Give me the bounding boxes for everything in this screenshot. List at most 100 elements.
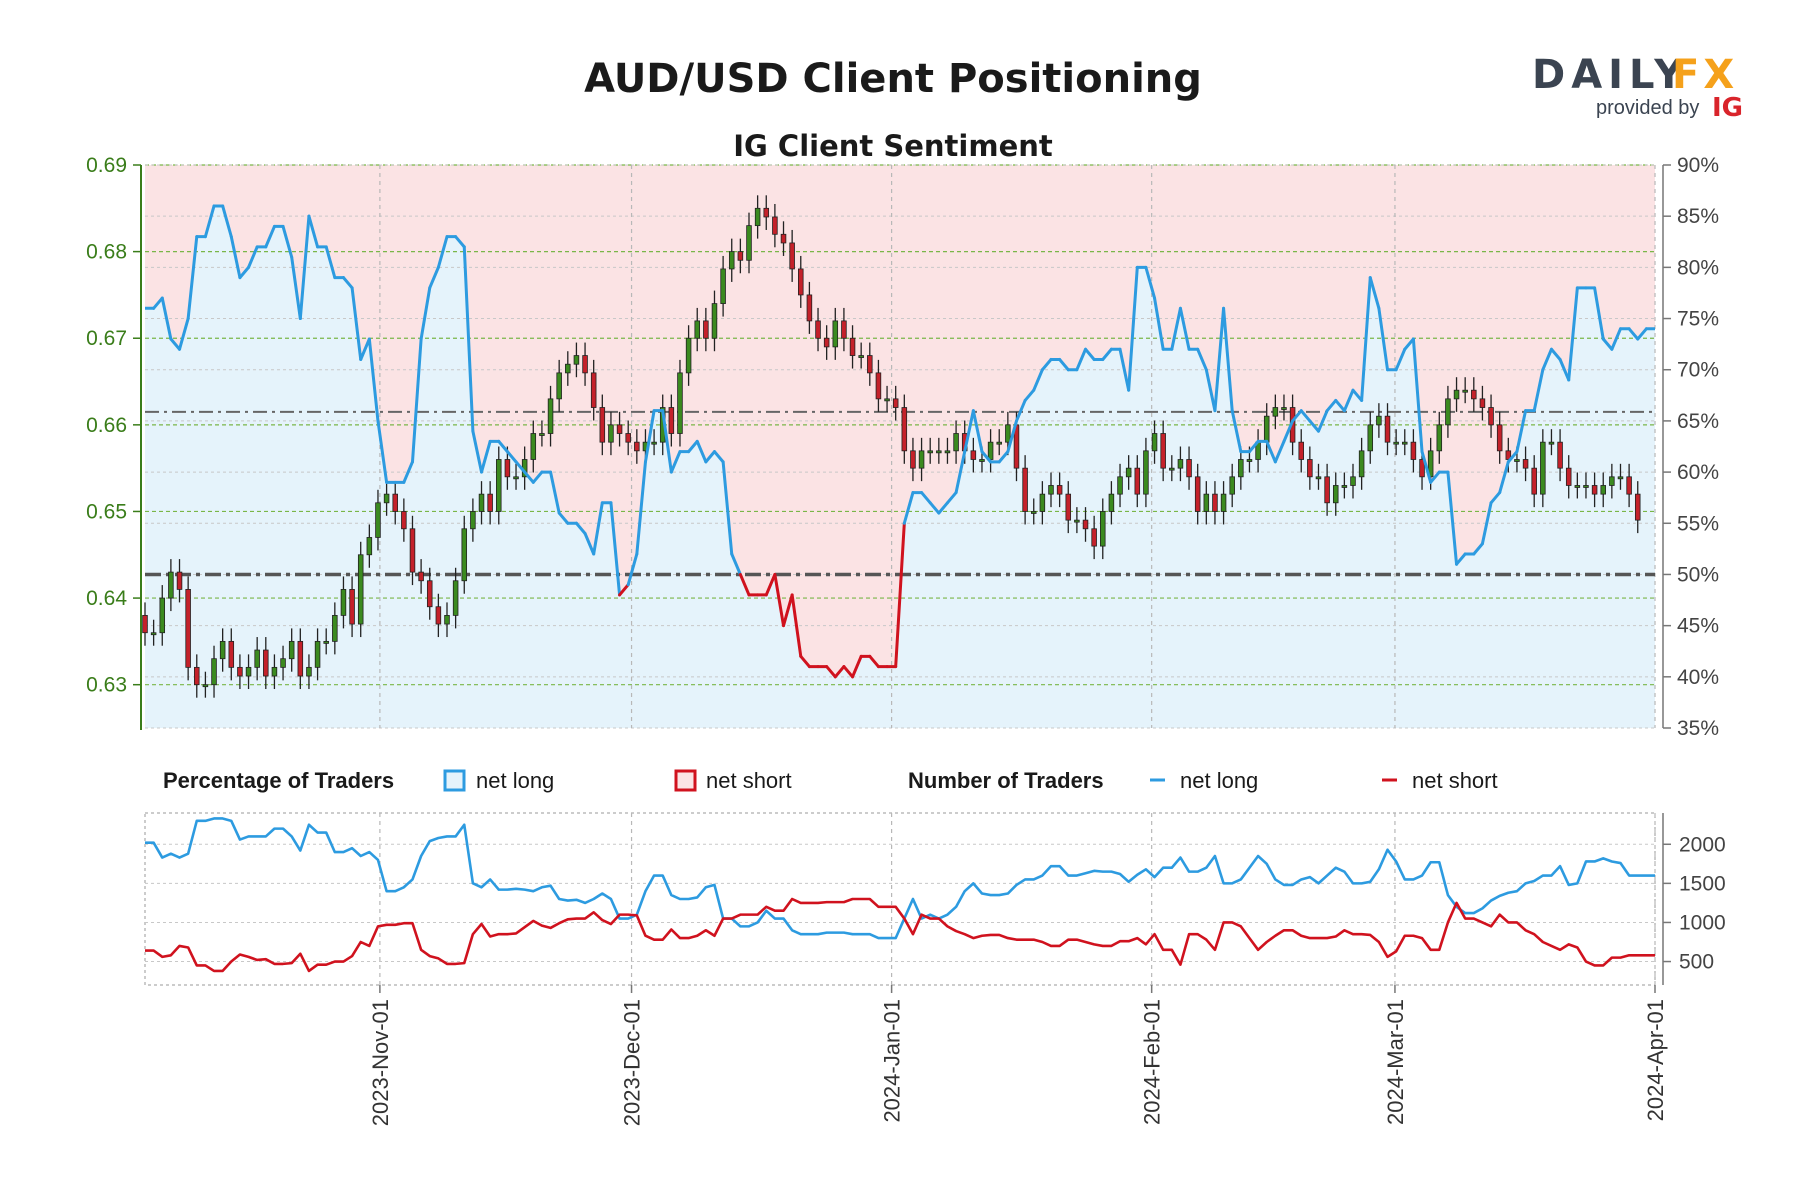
candle-body xyxy=(1522,459,1529,469)
candle-body xyxy=(1324,476,1330,504)
candle-body xyxy=(867,355,873,374)
right-tick-label: 55% xyxy=(1677,512,1719,535)
net-long-percent-segment xyxy=(661,409,673,474)
candle-body xyxy=(1471,389,1477,400)
trader-count-lines xyxy=(145,817,1655,973)
net-long-percent-segment xyxy=(920,491,932,505)
net-long-percent-segment xyxy=(1144,265,1157,300)
candle-body xyxy=(625,433,631,443)
x-tick-label: 2024-Apr-01 xyxy=(1643,999,1668,1121)
candle-body xyxy=(1203,493,1210,512)
candle-body xyxy=(599,407,606,443)
candle-body xyxy=(263,649,269,677)
candle-body xyxy=(1419,459,1425,478)
right-tick-label: 80% xyxy=(1677,256,1719,279)
candle-body xyxy=(815,320,821,339)
net-long-region-fill xyxy=(145,205,1655,728)
right-tick-label: 60% xyxy=(1677,461,1719,484)
candle-body xyxy=(1039,493,1046,512)
candle-body xyxy=(1479,398,1486,408)
net-long-percent-segment xyxy=(402,460,414,484)
candle-body xyxy=(202,684,209,688)
net-long-percent-line xyxy=(145,204,1655,679)
net-long-percent-segment xyxy=(1101,347,1113,361)
candle-body xyxy=(1410,441,1417,460)
net-long-percent-segment xyxy=(574,521,587,536)
candle-body xyxy=(1307,459,1313,478)
net-long-percent-segment xyxy=(1610,327,1622,351)
net-long-percent-segment xyxy=(799,654,811,669)
count-tick-label: 1500 xyxy=(1679,872,1726,895)
candle-body xyxy=(1367,424,1374,452)
net-long-percent-segment xyxy=(1299,409,1312,423)
candle-body xyxy=(366,537,373,556)
net-long-percent-segment xyxy=(833,665,846,679)
net-long-percent-segment xyxy=(264,224,276,249)
net-long-percent-segment xyxy=(1273,439,1286,464)
net-long-percent-segment xyxy=(721,460,734,556)
net-long-percent-segment xyxy=(712,450,725,464)
candle-body xyxy=(1212,493,1218,512)
net-long-percent-segment xyxy=(1627,327,1640,341)
candle-body xyxy=(1565,467,1572,486)
candle-body xyxy=(349,589,355,625)
candle-body xyxy=(901,407,908,452)
candle-body xyxy=(194,666,200,686)
net-long-percent-segment xyxy=(1014,398,1027,423)
candle-body xyxy=(401,511,407,530)
candle-body xyxy=(1151,433,1158,452)
net-long-percent-segment xyxy=(454,235,466,249)
candle-body xyxy=(806,294,813,322)
left-tick-label: 0.63 xyxy=(86,674,127,697)
net-long-percent-segment xyxy=(1118,347,1131,392)
candle-body xyxy=(1600,485,1606,495)
net-long-percent-segment xyxy=(902,491,915,525)
candle-body xyxy=(884,398,890,402)
candle-body xyxy=(1056,485,1063,495)
net-long-percent-segment xyxy=(419,286,432,341)
left-tick-label: 0.64 xyxy=(86,587,127,610)
bottom-axes: 500 1000 1500 2000 xyxy=(1662,813,1726,985)
candle-body xyxy=(383,493,390,504)
net-long-percent-segment xyxy=(868,654,880,669)
candle-body xyxy=(1557,441,1563,469)
candle-body xyxy=(927,450,933,454)
net-long-percent-segment xyxy=(1213,306,1226,413)
candle-body xyxy=(694,320,700,339)
net-long-percent-segment xyxy=(618,583,630,597)
net-long-percent-segment xyxy=(557,511,570,525)
candle-body xyxy=(461,528,468,582)
candle-body xyxy=(892,398,899,408)
net-long-percent-segment xyxy=(186,235,199,321)
left-tick-label: 0.66 xyxy=(86,414,127,437)
candle-body xyxy=(332,615,338,642)
left-tick-label: 0.67 xyxy=(86,327,127,350)
right-tick-label: 90% xyxy=(1677,154,1719,177)
net-long-percent-segment xyxy=(298,214,311,321)
count-tick-label: 2000 xyxy=(1679,833,1726,856)
left-tick-label: 0.65 xyxy=(86,500,127,523)
net-long-percent-segment xyxy=(773,572,786,628)
net-long-percent-segment xyxy=(945,491,958,505)
candle-body xyxy=(1315,476,1322,480)
net-long-percent-segment xyxy=(894,521,906,669)
net-long-percent-segment xyxy=(523,470,535,484)
net-long-percent-segment xyxy=(825,665,837,679)
candle-body xyxy=(1117,476,1123,495)
net-long-percent-segment xyxy=(436,235,449,269)
net-long-percent-segment xyxy=(462,245,475,433)
candle-body xyxy=(582,355,588,374)
candle-body xyxy=(1445,398,1451,426)
candle-body xyxy=(1169,467,1175,471)
net-long-percent-segment xyxy=(367,337,380,423)
candle-body xyxy=(910,450,916,469)
net-long-percent-segment xyxy=(169,337,182,351)
net-long-percent-segment xyxy=(937,501,949,515)
trader-count-panel: 500 1000 1500 2000 xyxy=(144,812,1726,986)
candle-body xyxy=(504,459,511,478)
candle-body xyxy=(1108,493,1115,512)
net-long-percent-segment xyxy=(203,204,216,239)
x-tick-label: 2023-Nov-01 xyxy=(368,999,393,1126)
candle-body xyxy=(944,450,951,454)
net-long-percent-segment xyxy=(281,224,294,259)
